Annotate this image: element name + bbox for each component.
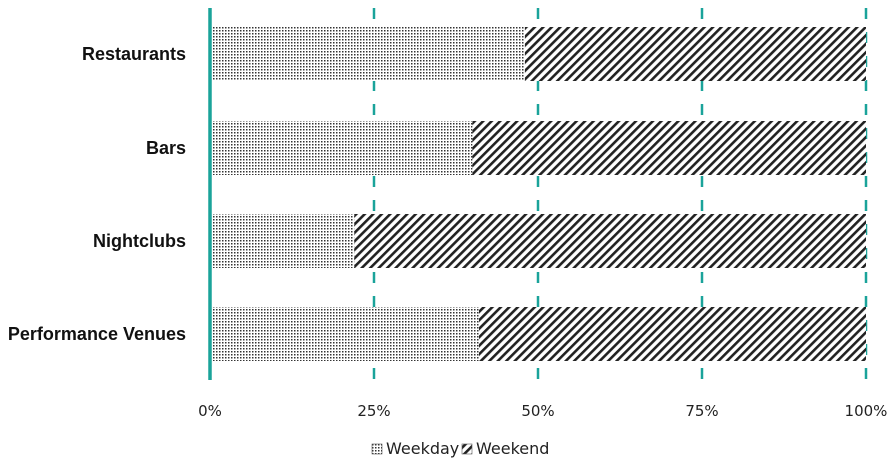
legend-swatch-weekday [371,443,383,455]
x-tick-labels: 0% 25% 50% 75% 100% [198,402,887,420]
bar-weekend-0 [524,27,866,81]
x-tick-label: 100% [845,402,888,420]
legend-label-weekday: Weekday [386,439,459,458]
bar-weekday-0 [210,27,525,81]
bar-weekday-3 [210,307,479,361]
x-tick-label: 0% [198,402,222,420]
category-labels: Restaurants Bars Nightclubs Performance Ven… [8,44,186,344]
bar-weekend-2 [354,214,866,268]
x-tick-label: 25% [357,402,390,420]
category-label: Nightclubs [93,231,186,251]
bar-weekday-1 [210,121,473,175]
x-tick-label: 50% [521,402,554,420]
bar-weekend-1 [472,121,866,175]
legend-swatch-weekend [461,443,473,455]
category-label: Performance Venues [8,324,186,344]
legend: Weekday Weekend [371,439,549,458]
category-label: Restaurants [82,44,186,64]
x-tick-label: 75% [685,402,718,420]
bar-weekend-3 [478,307,866,361]
bar-weekday-2 [210,214,355,268]
category-label: Bars [146,138,186,158]
bars [210,27,866,361]
legend-label-weekend: Weekend [476,439,549,458]
